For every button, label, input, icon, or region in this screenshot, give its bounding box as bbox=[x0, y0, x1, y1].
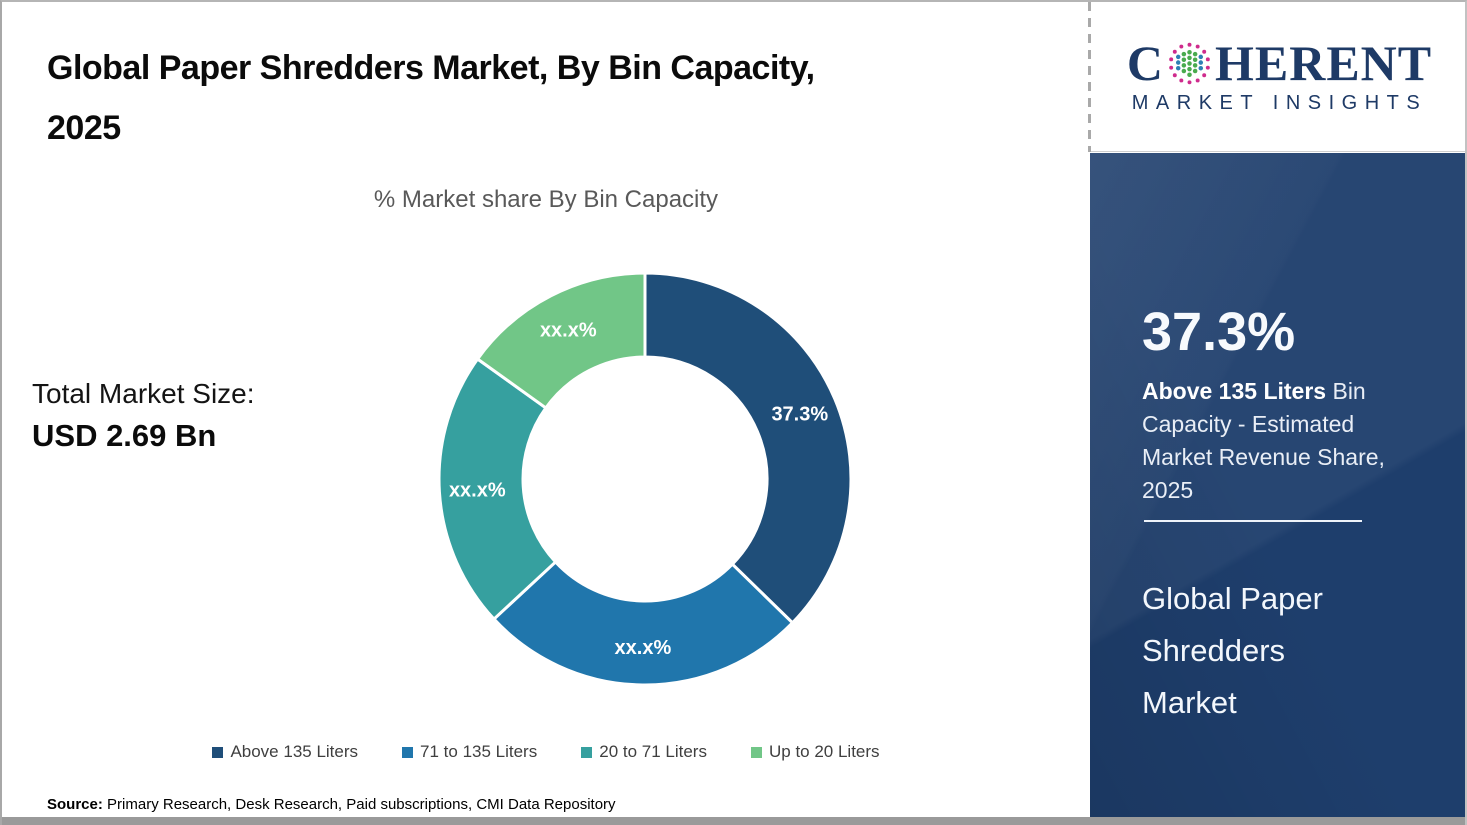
total-market-size-value: USD 2.69 Bn bbox=[32, 418, 217, 453]
logo-area: C HERENT MARKET INSIGHTS bbox=[1090, 2, 1465, 152]
right-sidebar: C HERENT MARKET INSIGHTS 37.3% Above 135… bbox=[1088, 2, 1465, 819]
logo-letter-c: C bbox=[1126, 35, 1164, 91]
chart-title: % Market share By Bin Capacity bbox=[373, 186, 719, 213]
highlight-description-rest: Bin Capacity - Estimated Market Revenue … bbox=[1142, 378, 1385, 503]
highlight-description-bold: Above 135 Liters bbox=[1142, 378, 1327, 404]
donut-segment-above-135-liters bbox=[643, 271, 853, 625]
legend-item-20-to-71-liters: 20 to 71 Liters bbox=[581, 742, 707, 762]
source-text: Primary Research, Desk Research, Paid su… bbox=[102, 796, 616, 813]
page-title-line2: 2025 bbox=[47, 109, 121, 147]
legend-swatch bbox=[581, 746, 593, 758]
coherent-logo: C HERENT bbox=[1127, 38, 1432, 88]
chart-area: Global Paper Shredders Market, By Bin Ca… bbox=[2, 2, 1090, 819]
page-title-line1: Global Paper Shredders Market, By Bin Ca… bbox=[47, 49, 815, 87]
legend-item-above-135-liters: Above 135 Liters bbox=[212, 742, 358, 762]
panel-divider-line bbox=[1144, 520, 1362, 522]
logo-subtitle: MARKET INSIGHTS bbox=[1131, 92, 1428, 114]
total-market-size-label: Total Market Size: bbox=[32, 378, 255, 409]
legend-swatch bbox=[750, 746, 762, 758]
coherent-globe-icon bbox=[1169, 42, 1210, 84]
chart-legend: Above 135 Liters 71 to 135 Liters 20 to 71… bbox=[2, 742, 1090, 762]
page-title: Global Paper Shredders Market, By Bin Ca… bbox=[47, 38, 1047, 158]
donut-segment-label: xx.x% bbox=[615, 637, 672, 659]
legend-swatch bbox=[402, 746, 414, 758]
total-market-size-block: Total Market Size: USD 2.69 Bn bbox=[32, 374, 255, 458]
legend-swatch bbox=[212, 746, 224, 758]
donut-segment-label: xx.x% bbox=[540, 320, 597, 342]
logo-letters-herent: HERENT bbox=[1214, 35, 1433, 91]
donut-segment-label: xx.x% bbox=[449, 480, 506, 502]
highlight-description: Above 135 Liters Bin Capacity - Estimate… bbox=[1142, 375, 1392, 507]
donut-segment-label: 37.3% bbox=[771, 404, 828, 426]
panel-market-name: Global Paper Shredders Market bbox=[1142, 581, 1323, 720]
source-line: Source: Primary Research, Desk Research,… bbox=[47, 796, 616, 813]
highlight-percentage: 37.3% bbox=[1142, 302, 1296, 362]
highlight-panel: 37.3% Above 135 Liters Bin Capacity - Es… bbox=[1090, 153, 1465, 819]
donut-segment-20-to-71-liters bbox=[437, 357, 558, 621]
donut-segment-71-to-135-liters bbox=[492, 560, 794, 687]
bottom-border-bar bbox=[2, 817, 1465, 825]
source-prefix: Source: bbox=[47, 796, 103, 813]
donut-chart: 37.3% xx.x% xx.x% xx.x% bbox=[435, 269, 855, 689]
legend-label: 20 to 71 Liters bbox=[599, 742, 707, 761]
donut-segment-up-to-20-liters bbox=[476, 271, 647, 410]
donut-chart-svg: 37.3% xx.x% xx.x% xx.x% bbox=[437, 271, 853, 687]
legend-label: Up to 20 Liters bbox=[768, 742, 880, 761]
legend-label: Above 135 Liters bbox=[230, 742, 359, 761]
legend-label: 71 to 135 Liters bbox=[420, 742, 538, 761]
legend-item-up-to-20-liters: Up to 20 Liters bbox=[750, 742, 880, 762]
dashed-divider bbox=[1088, 2, 1091, 152]
legend-item-71-to-135-liters: 71 to 135 Liters bbox=[402, 742, 537, 762]
